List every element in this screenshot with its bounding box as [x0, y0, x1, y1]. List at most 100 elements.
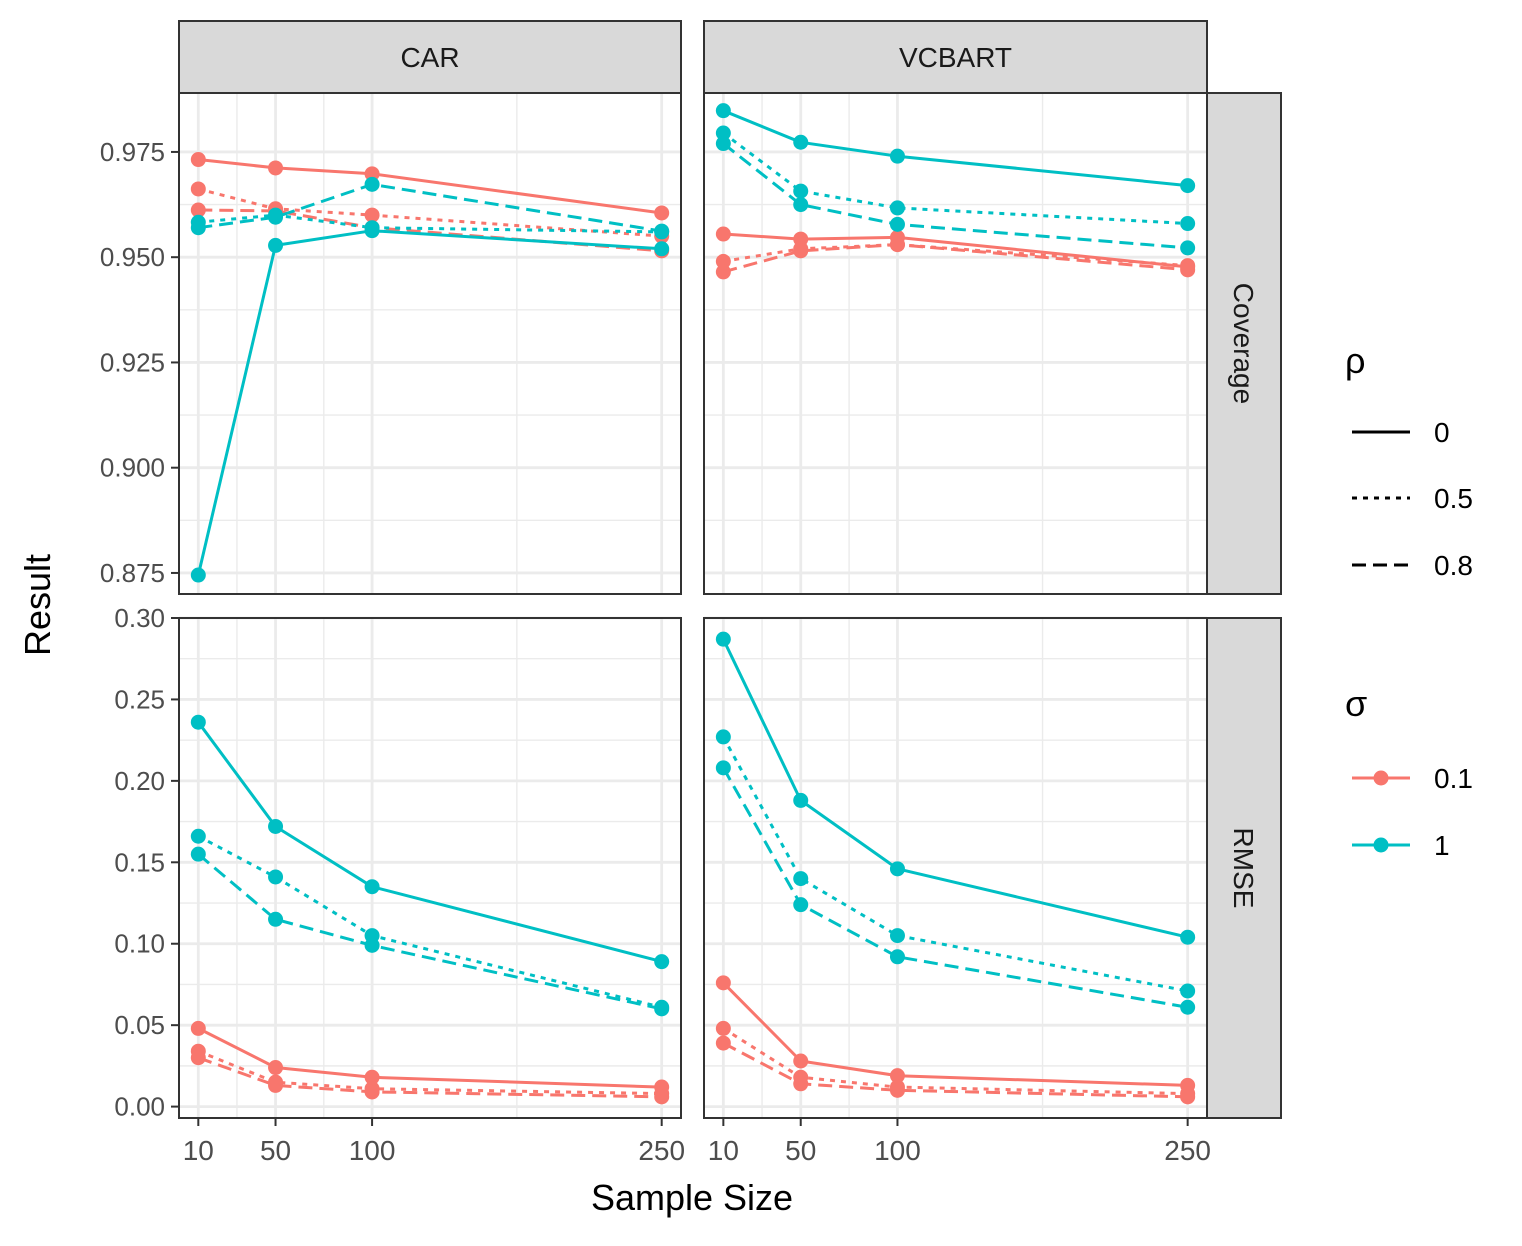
data-point-sigma-1-rho-0.5-n250	[1180, 216, 1196, 232]
data-point-sigma-1-rho-0.8-n50	[793, 897, 809, 913]
data-point-sigma-0.1-rho-0-n250	[654, 205, 670, 221]
series-line-sigma-0.1-rho-0.5	[197, 187, 662, 238]
data-point-sigma-1-rho-0-n10	[190, 567, 206, 583]
data-point-sigma-1-rho-0.5-n100	[364, 220, 380, 236]
legend-sigma-label-0.1: 0.1	[1434, 763, 1473, 794]
data-point-sigma-0.1-rho-0-n50	[268, 1060, 284, 1076]
facet-strip-rmse	[1206, 617, 1282, 1119]
data-point-sigma-0.1-rho-0.8-n10	[190, 202, 206, 218]
data-point-sigma-0.1-rho-0-n10	[715, 975, 731, 991]
series-line-sigma-1-rho-0	[721, 638, 1189, 939]
data-point-sigma-0.1-rho-0-n10	[190, 1020, 206, 1036]
data-point-sigma-0.1-rho-0.5-n10	[190, 181, 206, 197]
data-point-sigma-0.1-rho-0.8-n50	[793, 243, 809, 259]
data-point-sigma-1-rho-0.5-n250	[1180, 983, 1196, 999]
y-tick-label: 0.875	[100, 558, 165, 588]
data-point-sigma-1-rho-0-n100	[889, 148, 905, 164]
legend-sigma-key-point-0.1	[1373, 770, 1389, 786]
series-line-sigma-1-rho-0.8	[198, 182, 662, 233]
data-point-sigma-1-rho-0-n100	[889, 861, 905, 877]
data-point-sigma-1-rho-0.5-n10	[715, 125, 731, 141]
data-point-sigma-1-rho-0.5-n50	[793, 871, 809, 887]
x-tick-label: 50	[785, 1135, 816, 1166]
data-point-sigma-1-rho-0-n50	[793, 134, 809, 150]
legend-sigma-label-1: 1	[1434, 830, 1450, 861]
data-point-sigma-1-rho-0.8-n50	[793, 197, 809, 213]
data-point-sigma-1-rho-0-n250	[654, 954, 670, 970]
data-point-sigma-1-rho-0-n50	[268, 237, 284, 253]
data-point-sigma-1-rho-0.8-n100	[889, 216, 905, 232]
data-point-sigma-1-rho-0.5-n10	[190, 828, 206, 844]
data-point-sigma-0.1-rho-0.5-n100	[364, 207, 380, 223]
data-point-sigma-0.1-rho-0.8-n100	[889, 1082, 905, 1098]
x-tick-label: 100	[349, 1135, 396, 1166]
data-point-sigma-1-rho-0-n50	[793, 792, 809, 808]
axes-layer: CAR VCBART Coverage RMSE 0.875 0.900 0.925 0.95…	[100, 20, 1282, 1166]
series-line-sigma-1-rho-0.5	[721, 736, 1188, 993]
panels-layer	[178, 92, 1208, 1119]
series-line-sigma-1-rho-0	[722, 109, 1188, 188]
data-point-sigma-0.1-rho-0.8-n10	[715, 1035, 731, 1051]
panel-background	[704, 618, 1207, 1118]
y-tick-label: 0.950	[100, 242, 165, 272]
data-point-sigma-1-rho-0-n50	[268, 818, 284, 834]
x-tick-label: 10	[183, 1135, 214, 1166]
data-point-sigma-1-rho-0.8-n50	[268, 911, 284, 927]
data-point-sigma-1-rho-0-n250	[1180, 929, 1196, 945]
series-line-sigma-0.1-rho-0.8	[722, 243, 1188, 274]
series-line-sigma-0.1-rho-0	[722, 981, 1188, 1087]
facet-strip-coverage	[1206, 92, 1282, 595]
legend: ρ σ 0 0.5 0.8 0.1 1	[1345, 340, 1473, 861]
data-point-sigma-1-rho-0.8-n10	[715, 760, 731, 776]
series-line-sigma-1-rho-0.5	[198, 213, 662, 234]
panel-background	[179, 618, 681, 1118]
data-point-sigma-1-rho-0.8-n10	[715, 136, 731, 152]
y-tick-label: 0.10	[114, 929, 165, 959]
data-point-sigma-0.1-rho-0.8-n100	[889, 237, 905, 253]
data-point-sigma-0.1-rho-0.8-n250	[654, 1089, 670, 1105]
data-point-sigma-0.1-rho-0.8-n10	[715, 264, 731, 280]
x-tick-label: 10	[708, 1135, 739, 1166]
data-point-sigma-0.1-rho-0.8-n100	[364, 1084, 380, 1100]
data-point-sigma-1-rho-0-n250	[1180, 178, 1196, 194]
series-line-sigma-1-rho-0	[197, 721, 663, 964]
legend-title-sigma: σ	[1345, 683, 1367, 724]
data-point-sigma-0.1-rho-0.5-n10	[715, 1020, 731, 1036]
data-point-sigma-1-rho-0.8-n100	[889, 949, 905, 965]
x-tick-label: 250	[1164, 1135, 1211, 1166]
y-tick-label: 0.05	[114, 1010, 165, 1040]
series-line-sigma-1-rho-0.5	[197, 834, 663, 1009]
data-point-sigma-1-rho-0.5-n100	[889, 928, 905, 944]
facet-strip-car	[178, 20, 682, 94]
facet-strip-vcbart	[703, 20, 1208, 94]
y-tick-label: 0.25	[114, 684, 165, 714]
facet-strip-label-coverage: Coverage	[1228, 283, 1259, 404]
series-line-sigma-0.1-rho-0	[723, 232, 1188, 269]
panel-background	[704, 93, 1207, 594]
legend-rho-label-0.5: 0.5	[1434, 483, 1473, 514]
data-point-sigma-1-rho-0.5-n10	[715, 729, 731, 745]
data-point-sigma-1-rho-0.8-n50	[268, 209, 284, 225]
data-point-sigma-1-rho-0-n100	[364, 879, 380, 895]
data-point-sigma-0.1-rho-0.8-n50	[793, 1076, 809, 1092]
facet-strip-label-car: CAR	[400, 42, 459, 73]
data-point-sigma-0.1-rho-0-n10	[190, 152, 206, 168]
x-axis-title: Sample Size	[591, 1177, 793, 1218]
y-tick-label: 0.975	[100, 137, 165, 167]
panel-car-rmse	[178, 616, 682, 1119]
facet-strip-label-vcbart: VCBART	[899, 42, 1012, 73]
series-line-sigma-1-rho-0.5	[722, 131, 1188, 225]
y-axis-title: Result	[17, 554, 58, 656]
data-point-sigma-1-rho-0-n250	[654, 241, 670, 257]
data-point-sigma-0.1-rho-0-n100	[889, 1068, 905, 1084]
series-line-sigma-1-rho-0.8	[722, 142, 1188, 250]
series-line-sigma-0.1-rho-0	[197, 1027, 662, 1089]
data-point-sigma-0.1-rho-0.8-n50	[268, 1077, 284, 1093]
data-point-sigma-1-rho-0.5-n100	[889, 200, 905, 216]
y-tick-label: 0.900	[100, 453, 165, 483]
panel-car-coverage	[178, 92, 682, 595]
series-line-sigma-1-rho-0	[196, 229, 662, 576]
legend-rho-label-0.8: 0.8	[1434, 550, 1473, 581]
data-point-sigma-1-rho-0.8-n10	[190, 220, 206, 236]
